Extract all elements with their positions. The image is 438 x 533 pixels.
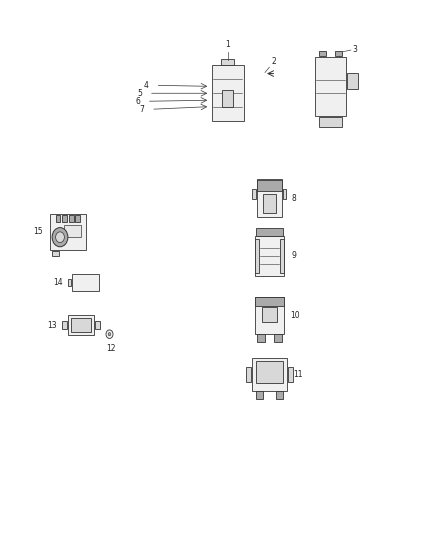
Bar (68, 315, 94, 335)
Bar (221, 60, 234, 65)
Bar (56, 215, 60, 222)
Bar (257, 334, 265, 342)
Bar (257, 179, 282, 217)
Bar (262, 307, 277, 322)
Bar (62, 215, 67, 222)
Bar (255, 297, 284, 306)
Text: 8: 8 (291, 194, 296, 203)
Bar (279, 239, 284, 273)
Text: 5: 5 (138, 89, 142, 98)
Circle shape (108, 333, 111, 336)
Bar (319, 117, 342, 127)
Bar (72, 274, 99, 291)
Bar (255, 236, 284, 276)
Circle shape (52, 228, 68, 247)
Text: 14: 14 (53, 278, 63, 287)
Bar (276, 391, 283, 399)
Text: 6: 6 (135, 97, 140, 106)
Text: 11: 11 (293, 370, 303, 378)
Bar (256, 361, 283, 383)
Bar (288, 367, 293, 382)
Text: 9: 9 (291, 252, 296, 260)
Circle shape (56, 232, 64, 243)
Text: 3: 3 (353, 45, 357, 53)
Bar (255, 297, 284, 334)
Bar (69, 215, 74, 222)
Bar (256, 228, 283, 236)
Bar (252, 358, 287, 391)
Text: 1: 1 (226, 41, 230, 50)
Bar (222, 90, 233, 107)
Bar (274, 334, 282, 342)
Text: 4: 4 (144, 81, 149, 90)
Bar (95, 321, 100, 329)
Text: 10: 10 (290, 311, 300, 320)
Bar (52, 251, 59, 256)
Bar (347, 73, 358, 89)
Bar (68, 279, 71, 286)
Text: 15: 15 (33, 228, 42, 236)
Bar (255, 239, 259, 273)
Bar (212, 66, 244, 122)
Bar (252, 189, 256, 199)
Bar (62, 321, 67, 329)
Bar (256, 391, 263, 399)
Text: 2: 2 (272, 56, 276, 66)
Text: 12: 12 (106, 344, 116, 353)
Bar (64, 225, 81, 237)
Text: 7: 7 (140, 105, 145, 114)
Bar (246, 367, 251, 382)
Bar (335, 51, 342, 56)
Bar (315, 57, 346, 116)
Bar (75, 215, 80, 222)
Bar (283, 189, 286, 199)
Bar (263, 194, 276, 213)
Text: 13: 13 (47, 321, 57, 329)
Circle shape (106, 330, 113, 338)
Bar (257, 180, 282, 191)
Bar (50, 214, 86, 250)
Bar (319, 51, 326, 56)
Bar (71, 318, 91, 332)
